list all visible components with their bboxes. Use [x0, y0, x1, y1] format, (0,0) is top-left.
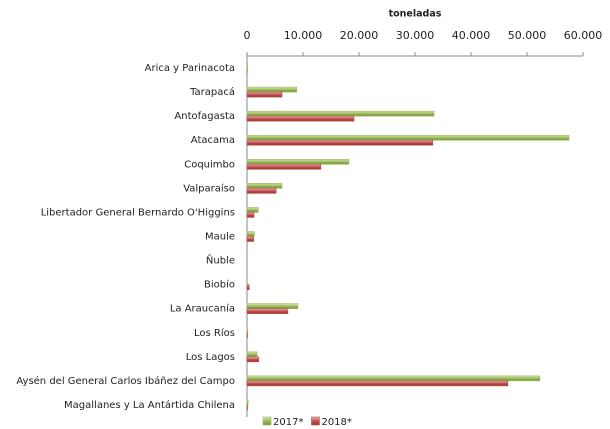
bar: [246, 86, 298, 93]
bar: [246, 110, 435, 117]
bar: [246, 139, 434, 146]
x-tick-label: 20.000: [340, 29, 379, 42]
bar: [246, 327, 248, 334]
bar: [246, 375, 541, 382]
bar: [246, 62, 248, 69]
y-tick-label: Arica y Parinacota: [145, 63, 235, 74]
y-tick-label: Maule: [205, 232, 235, 243]
bar: [246, 356, 260, 363]
bar: [246, 236, 255, 242]
y-tick-label: Antofagasta: [174, 111, 235, 122]
y-tick-label: Libertador General Bernardo O'Higgins: [41, 207, 235, 218]
y-tick-label: Magallanes y La Antártida Chilena: [64, 399, 235, 411]
x-tick-label: 40.000: [452, 29, 491, 42]
axis-title: toneladas: [389, 9, 442, 20]
bar: [246, 164, 322, 170]
legend-label: 2017*: [273, 417, 303, 428]
y-tick-label: Ñuble: [206, 254, 235, 267]
y-tick-label: Los Ríos: [194, 327, 235, 339]
bar: [246, 212, 255, 218]
bar: [246, 134, 570, 141]
x-tick-label: 30.000: [396, 29, 435, 42]
x-tick-label: 50.000: [508, 29, 547, 42]
bar: [246, 231, 255, 237]
bar: [246, 404, 248, 411]
bar: [246, 91, 283, 98]
bar: [246, 308, 289, 315]
bar: [246, 115, 355, 122]
bar: [246, 188, 277, 194]
legend-swatch: [262, 416, 272, 426]
y-tick-label: Tarapacá: [189, 86, 235, 98]
x-tick-label: 10.000: [284, 29, 323, 42]
x-tick-label: 0: [244, 29, 251, 42]
x-tick-label: 60.000: [564, 29, 603, 42]
legend-swatch: [311, 416, 320, 426]
bar: [246, 399, 249, 406]
y-tick-label: Los Lagos: [186, 352, 235, 363]
y-tick-label: Atacama: [191, 135, 235, 146]
y-tick-label: Coquimbo: [184, 159, 235, 170]
bar: [246, 183, 283, 189]
bar: [246, 159, 350, 165]
bar: [246, 284, 250, 290]
bar: [246, 303, 299, 310]
bar: [246, 351, 258, 358]
y-tick-label: Biobío: [204, 279, 235, 291]
y-tick-label: Aysén del General Carlos Ibáñez del Camp…: [16, 375, 235, 387]
legend-label: 2018*: [321, 417, 351, 428]
y-tick-label: La Araucanía: [170, 303, 235, 315]
bar: [246, 207, 259, 213]
bar: [246, 380, 509, 387]
bar: [246, 332, 248, 339]
y-tick-label: Valparaíso: [183, 182, 235, 194]
